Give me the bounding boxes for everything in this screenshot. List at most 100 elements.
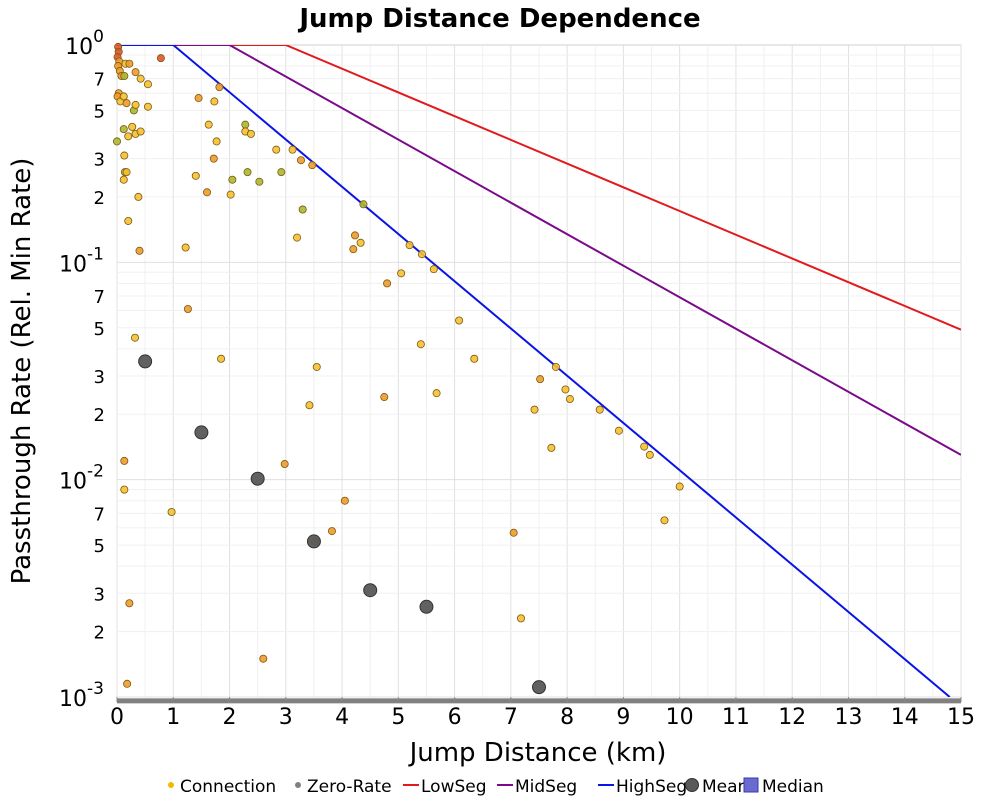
connection-point bbox=[272, 145, 281, 154]
y-minor-tick-label: 5 bbox=[94, 536, 105, 557]
connection-point bbox=[416, 340, 425, 349]
y-tick-label: 10-2 bbox=[59, 462, 104, 495]
legend-item: Median bbox=[743, 777, 824, 797]
x-tick-label: 0 bbox=[110, 705, 124, 730]
connection-point bbox=[259, 654, 268, 663]
y-tick-base: 10 bbox=[65, 35, 93, 60]
connection-point bbox=[551, 362, 560, 371]
connection-point bbox=[156, 54, 165, 63]
y-tick-base: 10 bbox=[59, 252, 87, 277]
x-tick-label: 4 bbox=[335, 705, 349, 730]
connection-point bbox=[340, 496, 349, 505]
mean-point bbox=[306, 534, 321, 549]
x-tick-label: 7 bbox=[504, 705, 518, 730]
y-tick-base: 10 bbox=[59, 687, 87, 712]
connection-point bbox=[255, 177, 264, 186]
chart-title: Jump Distance Dependence bbox=[297, 4, 700, 34]
x-tick-label: 15 bbox=[947, 705, 975, 730]
connection-point bbox=[119, 175, 128, 184]
connection-point bbox=[298, 205, 307, 214]
connection-point bbox=[128, 122, 137, 131]
connection-point bbox=[380, 393, 389, 402]
legend-label: MidSeg bbox=[515, 777, 577, 797]
connection-point bbox=[136, 127, 145, 136]
connection-point bbox=[509, 528, 518, 537]
legend-mean-icon bbox=[685, 778, 699, 792]
y-tick-label: 10-1 bbox=[59, 244, 104, 277]
legend-label: Connection bbox=[180, 777, 276, 797]
connection-point bbox=[405, 241, 414, 250]
connection-point bbox=[120, 72, 129, 81]
mean-point bbox=[250, 471, 265, 486]
connection-point bbox=[212, 137, 221, 146]
connection-point bbox=[131, 100, 140, 109]
connection-point bbox=[210, 97, 219, 106]
x-tick-label: 10 bbox=[666, 705, 694, 730]
axes: 0 1 2 3 4 5 6 7 8 9 10 11 12 13 14 1510010-110-210-3753… bbox=[59, 27, 975, 730]
connection-point bbox=[143, 80, 152, 89]
y-minor-tick-label: 3 bbox=[94, 584, 105, 605]
x-tick-label: 1 bbox=[166, 705, 180, 730]
lowseg-line bbox=[117, 45, 961, 331]
connection-point bbox=[417, 250, 426, 259]
connection-point bbox=[561, 385, 570, 394]
connection-point bbox=[645, 450, 654, 459]
connection-point bbox=[565, 395, 574, 404]
connection-point bbox=[359, 200, 368, 209]
y-tick-exponent: -2 bbox=[87, 462, 104, 482]
connection-point bbox=[455, 316, 464, 325]
y-minor-tick-label: 7 bbox=[94, 504, 105, 525]
connection-point bbox=[123, 679, 132, 688]
connection-point bbox=[134, 192, 143, 201]
legend-item: LowSeg bbox=[403, 777, 487, 797]
x-tick-label: 12 bbox=[778, 705, 806, 730]
connection-point bbox=[243, 168, 252, 177]
connection-point bbox=[277, 168, 286, 177]
connection-point bbox=[122, 99, 131, 108]
y-tick-label: 100 bbox=[65, 27, 104, 60]
connection-point bbox=[113, 137, 122, 146]
connection-point bbox=[204, 120, 213, 129]
legend-dot-icon bbox=[168, 782, 174, 788]
connection-point bbox=[125, 599, 134, 608]
x-tick-label: 6 bbox=[448, 705, 462, 730]
connection-point bbox=[470, 354, 479, 363]
connection-point bbox=[356, 238, 365, 247]
connection-point bbox=[131, 68, 140, 77]
connection-point bbox=[215, 83, 224, 92]
y-minor-tick-label: 7 bbox=[94, 287, 105, 308]
mean-point bbox=[532, 680, 546, 695]
connection-point bbox=[246, 129, 255, 138]
connection-point bbox=[296, 156, 305, 165]
connection-point bbox=[194, 94, 203, 103]
legend-label: HighSeg bbox=[616, 777, 687, 797]
y-tick-exponent: -1 bbox=[87, 244, 104, 264]
y-minor-tick-label: 5 bbox=[94, 101, 105, 122]
connection-point bbox=[241, 120, 250, 129]
y-minor-tick-label: 5 bbox=[94, 319, 105, 340]
connection-point bbox=[536, 375, 545, 384]
x-tick-label: 14 bbox=[891, 705, 919, 730]
connection-point bbox=[228, 175, 237, 184]
connection-point bbox=[125, 59, 134, 68]
connection-point bbox=[120, 151, 129, 160]
mean-series bbox=[138, 354, 546, 695]
y-minor-tick-label: 2 bbox=[94, 188, 105, 209]
mean-point bbox=[138, 354, 153, 369]
x-tick-label: 5 bbox=[391, 705, 405, 730]
connection-point bbox=[203, 188, 212, 197]
y-minor-tick-label: 3 bbox=[94, 150, 105, 171]
x-tick-label: 11 bbox=[722, 705, 750, 730]
connection-point bbox=[351, 231, 360, 240]
connection-point bbox=[675, 482, 684, 491]
legend-label: Mean bbox=[702, 777, 748, 797]
legend-label: Median bbox=[762, 777, 824, 797]
connection-point bbox=[122, 168, 131, 177]
connection-point bbox=[516, 614, 525, 623]
connection-point bbox=[119, 125, 128, 134]
connection-point bbox=[288, 145, 297, 154]
connection-point bbox=[432, 389, 441, 398]
grid bbox=[116, 45, 962, 698]
connection-point bbox=[660, 516, 669, 525]
